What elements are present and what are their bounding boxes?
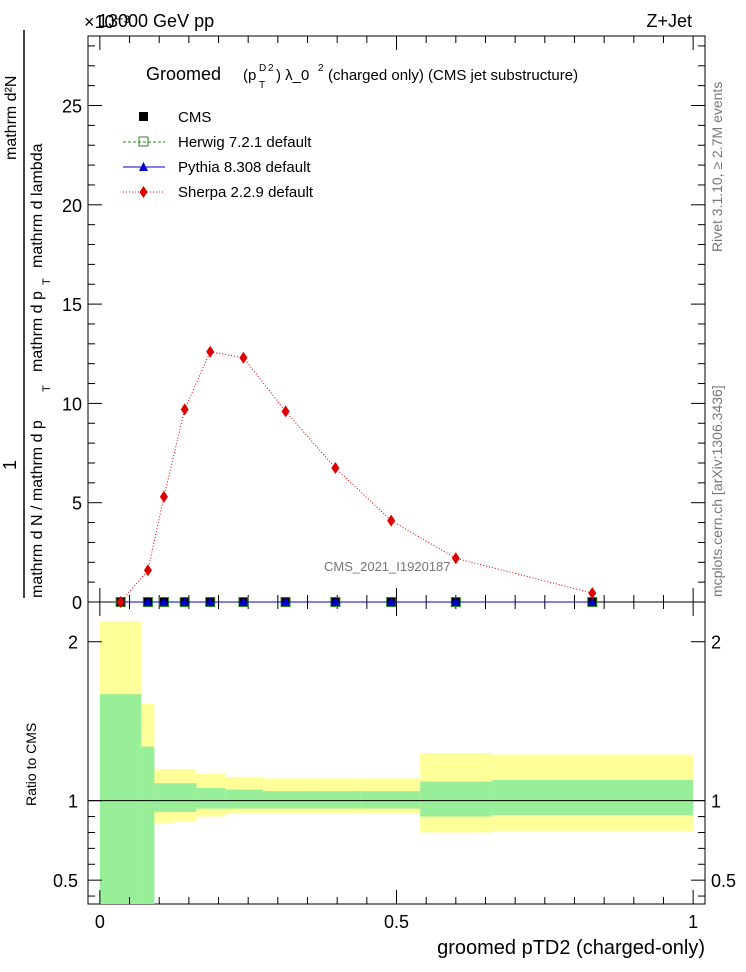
y-title-bottom-a: mathrm d N / mathrm d p [29,420,46,598]
ratio-inner-band-8 [360,791,421,809]
main-ytick-label-20: 20 [62,196,82,216]
title-sub-t: T [259,80,265,91]
series-3-point-4 [206,345,215,358]
ratio-inner-band-1 [141,746,155,904]
ratio-inner-band-9 [420,781,492,817]
legend-marker-herwig [138,136,149,147]
y-title-bottom-b: mathrm d p [29,291,46,372]
ratio-ytick-label-left-1: 1 [68,792,78,812]
series-3-point-1 [143,564,152,577]
process-label: Z+Jet [646,11,692,31]
legend-label-pythia: Pythia 8.308 default [178,159,311,176]
title-main: Groomed [146,64,221,84]
mcplots-label: mcplots.cern.ch [arXiv:1306.3436] [709,385,725,597]
rivet-label: Rivet 3.1.10, ≥ 2.7M events [709,82,725,252]
series-2-point-6 [281,597,291,606]
series-3-point-5 [239,351,248,364]
x-tick-label-2: 1 [688,912,698,932]
y-title-bottom-sub2: T [41,278,53,285]
ratio-inner-band-4 [196,787,226,809]
y-exponent-label: ×10⁻³ [84,12,130,32]
main-ytick-label-0: 0 [72,593,82,613]
legend-label-herwig: Herwig 7.2.1 default [178,134,312,151]
series-3-point-9 [451,552,460,565]
ratio-inner-band-5 [225,789,264,809]
ratio-inner-band-6 [263,791,311,809]
ratio-ytick-label-left-2: 2 [68,633,78,653]
series-3-point-0 [116,596,125,608]
x-axis-title: groomed pTD2 (charged-only) [437,937,705,959]
main-ytick-label-15: 15 [62,295,82,315]
ratio-inner-band-7 [310,791,361,809]
ratio-inner-band-0 [99,694,142,904]
series-2-point-10 [587,597,597,606]
y-title-numerator: 1 [0,460,20,470]
main-y-axis-title: 1 mathrm d²N mathrm d N / mathrm d p T m… [0,30,53,598]
analysis-label: CMS_2021_I1920187 [324,559,451,574]
legend-label-cms: CMS [178,109,211,126]
title-rest: ) λ_0 [276,67,309,84]
series-2-point-2 [159,597,169,606]
title-rest-sup: 2 [318,63,324,74]
ratio-inner-band-3 [174,783,197,812]
series-2-point-8 [386,597,396,606]
energy-label: 13000 GeV pp [98,11,214,31]
title-sup-d: D [259,63,266,74]
y-title-top-a: mathrm d²N [3,76,20,160]
ratio-y-axis: 0.5 0.5 1 1 2 2 [53,633,736,897]
main-series [115,345,598,608]
main-ytick-label-25: 25 [62,97,82,117]
ratio-inner-band-2 [154,783,175,812]
series-3-point-7 [331,461,340,474]
ratio-plot-frame [87,601,706,905]
title-tail: (charged only) (CMS jet substructure) [328,67,578,84]
series-2-point-3 [180,597,190,606]
y-title-bottom-c: mathrm d lambda [29,143,46,268]
series-3-point-6 [281,405,290,418]
ratio-y-axis-title: Ratio to CMS [23,723,39,806]
legend-marker-pythia [139,162,148,171]
x-tick-label-1: 0.5 [384,912,409,932]
series-3-point-2 [159,490,168,503]
series-3-point-3 [180,403,189,416]
title-sub: (p [243,67,256,84]
ratio-ytick-label-right-0.5: 0.5 [711,871,736,891]
legend: CMS Herwig 7.2.1 default Pythia 8.308 de… [123,109,314,201]
legend-label-sherpa: Sherpa 2.2.9 default [178,184,314,201]
ratio-ytick-label-left-0.5: 0.5 [53,871,78,891]
series-2-point-4 [205,597,215,606]
y-title-bottom-sub: T [41,385,53,392]
ratio-ytick-label-right-2: 2 [711,633,721,653]
ratio-ytick-label-right-1: 1 [711,792,721,812]
series-3-point-8 [387,514,396,527]
main-ytick-label-10: 10 [62,394,82,414]
ratio-bands [99,621,694,904]
main-y-axis: 0 5 10 15 20 25 [62,45,705,613]
legend-marker-sherpa [139,186,148,198]
plot-title: Groomed (p D T 2 ) λ_0 2 (charged only) … [146,63,578,91]
series-3-point-10 [588,587,597,600]
legend-marker-cms [139,112,148,121]
series-2-point-9 [451,597,461,606]
series-2-point-1 [143,597,153,606]
main-ytick-label-5: 5 [72,494,82,514]
x-tick-label-0: 0 [95,912,105,932]
title-sup-2: 2 [268,63,274,74]
series-2-point-5 [238,597,248,606]
series-2-point-7 [330,597,340,606]
ratio-inner-band-10 [491,780,694,815]
